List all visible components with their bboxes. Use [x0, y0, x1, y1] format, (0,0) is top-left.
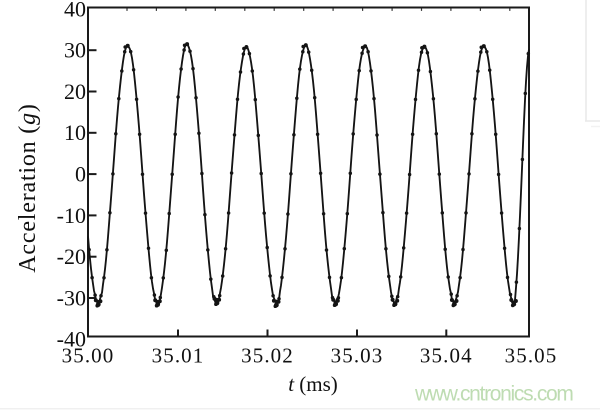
- svg-text:-20: -20: [57, 244, 86, 269]
- svg-text:35.00: 35.00: [62, 344, 115, 368]
- svg-text:t (ms): t (ms): [288, 372, 338, 396]
- svg-text:-10: -10: [57, 203, 86, 228]
- svg-text:0: 0: [75, 162, 86, 187]
- svg-text:Acceleration (g): Acceleration (g): [15, 103, 41, 272]
- svg-text:35.01: 35.01: [152, 344, 205, 368]
- svg-text:35.04: 35.04: [420, 344, 473, 368]
- svg-text:-40: -40: [57, 327, 86, 352]
- svg-text:10: 10: [64, 120, 86, 145]
- svg-text:20: 20: [64, 79, 86, 104]
- svg-text:40: 40: [64, 0, 86, 21]
- svg-text:www.cntronics.com: www.cntronics.com: [414, 383, 573, 406]
- svg-text:35.05: 35.05: [505, 344, 558, 368]
- svg-text:-30: -30: [57, 285, 86, 310]
- svg-text:35.02: 35.02: [241, 344, 294, 368]
- svg-text:30: 30: [64, 38, 86, 63]
- svg-text:35.03: 35.03: [331, 344, 384, 368]
